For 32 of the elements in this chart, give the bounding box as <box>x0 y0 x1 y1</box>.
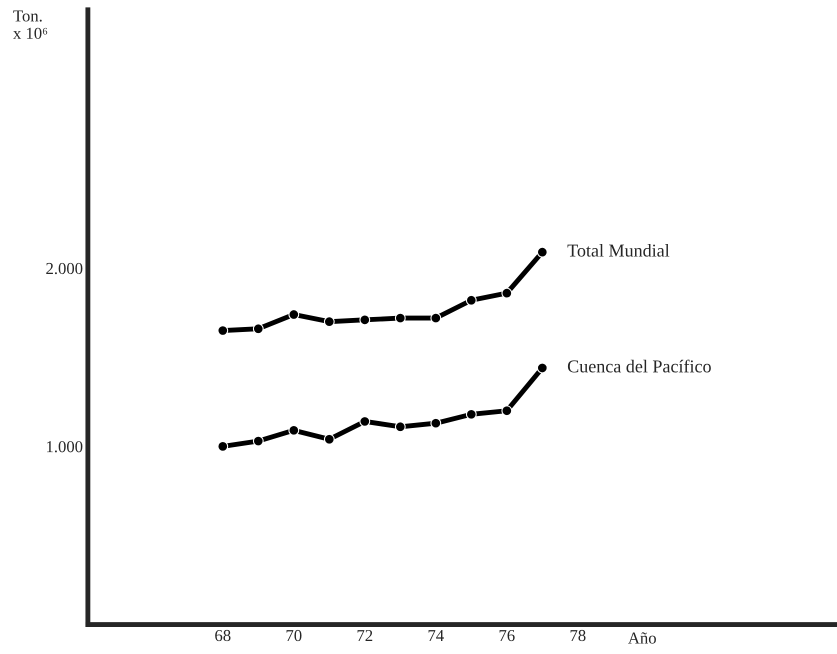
point <box>324 316 335 328</box>
point <box>252 323 264 334</box>
point <box>536 362 548 374</box>
x-tick-label: 68 <box>215 630 230 642</box>
y-tick-label: 2.000 <box>46 262 82 274</box>
y-tick-label: 1.000 <box>46 441 82 452</box>
x-tick-label: 70 <box>286 630 302 642</box>
point <box>324 434 335 445</box>
x-axis-title: Año <box>628 632 656 644</box>
x-tick-label: 78 <box>570 630 586 642</box>
point <box>394 312 406 324</box>
x-tick-label: 72 <box>358 630 372 641</box>
x-tick-label: 74 <box>428 630 444 641</box>
point <box>430 418 442 429</box>
point <box>430 312 442 324</box>
series-label: Cuenca del Pacífico <box>568 360 711 372</box>
point <box>501 405 512 416</box>
point <box>501 288 512 299</box>
point <box>394 421 406 432</box>
series-label: Total Mundial <box>568 244 670 257</box>
point <box>359 416 370 427</box>
point <box>288 424 300 436</box>
point <box>359 314 370 326</box>
point <box>466 294 477 306</box>
x-tick-label: 76 <box>500 630 515 642</box>
point <box>536 246 548 258</box>
point <box>252 436 264 446</box>
point <box>288 309 300 320</box>
point <box>217 325 228 336</box>
y-axis-title: Ton. x 10⁶ <box>13 10 48 39</box>
point <box>466 408 477 420</box>
point <box>217 441 228 452</box>
